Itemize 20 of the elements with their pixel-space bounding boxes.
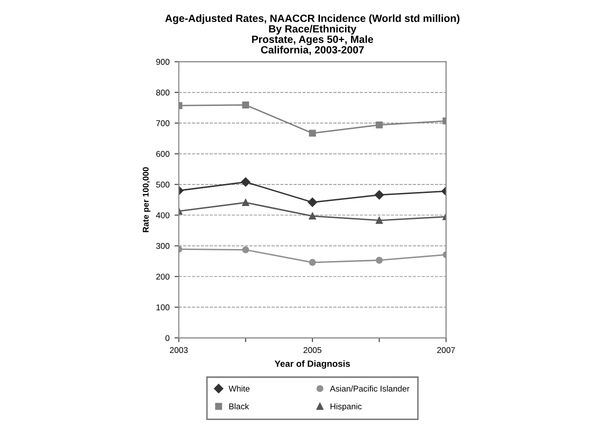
y-axis-title: Rate per 100,000 xyxy=(142,167,150,232)
y-tick-label: 300 xyxy=(156,243,170,249)
legend-label: Black xyxy=(229,403,250,410)
x-tick-label: 2005 xyxy=(304,347,322,354)
x-axis-title: Year of Diagnosis xyxy=(274,360,350,369)
chart-title: Age-Adjusted Rates, NAACCR Incidence (World std million) By Race/Ethnicity Prostate, Ages 50+, Male California, 2003-2007 xyxy=(165,14,460,55)
y-tick-label: 600 xyxy=(156,150,170,157)
y-tick-label: 400 xyxy=(156,212,170,218)
y-tick-label: 500 xyxy=(156,182,170,188)
y-tick-label: 200 xyxy=(156,274,170,280)
y-tick-label: 900 xyxy=(156,58,170,65)
legend-label: Asian/Pacific Islander xyxy=(330,385,410,392)
legend-label: Hispanic xyxy=(330,403,362,411)
legend-label: White xyxy=(228,385,250,392)
x-tick-label: 2003 xyxy=(170,347,188,354)
y-tick-label: 0 xyxy=(165,335,170,341)
x-tick-label: 2007 xyxy=(437,347,455,354)
y-tick-label: 800 xyxy=(156,90,170,96)
y-tick-label: 700 xyxy=(156,120,170,126)
y-tick-label: 100 xyxy=(156,304,170,310)
